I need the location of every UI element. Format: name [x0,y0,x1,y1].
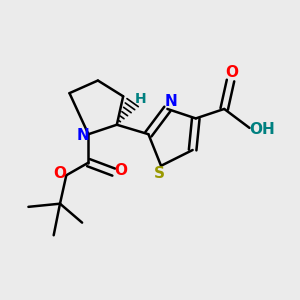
Text: OH: OH [249,122,275,137]
Text: N: N [76,128,89,143]
Text: N: N [164,94,177,109]
Text: O: O [53,166,66,181]
Text: O: O [226,65,238,80]
Text: H: H [135,92,146,106]
Text: O: O [114,163,127,178]
Text: S: S [154,166,165,181]
